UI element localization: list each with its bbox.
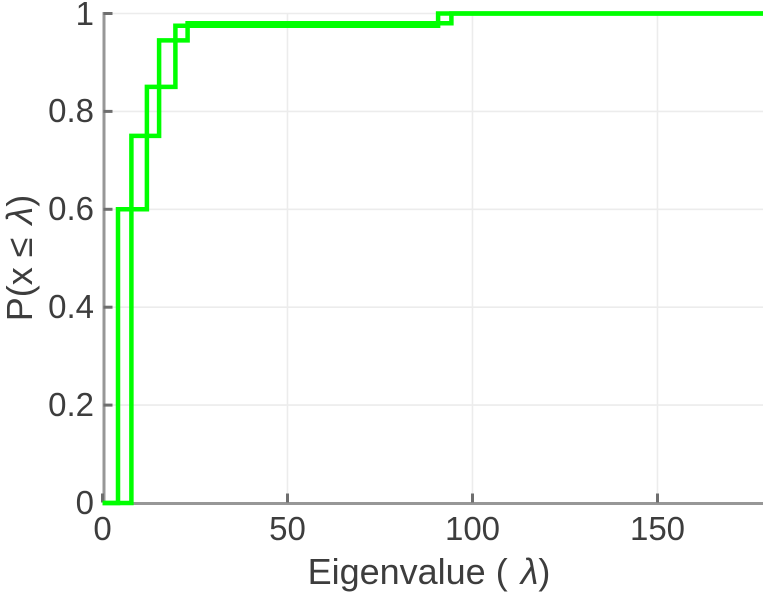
y-axis-label-text: P(x ≤ (0, 237, 40, 322)
x-axis-label-text: Eigenvalue ( (307, 551, 508, 592)
y-tick-label: 1 (75, 0, 94, 32)
lambda-symbol: λ (520, 551, 539, 592)
y-axis-label-close: ) (0, 194, 40, 207)
y-tick-label: 0.8 (48, 92, 94, 130)
y-axis-label: P(x ≤ λ) (0, 107, 41, 409)
lambda-symbol: λ (0, 206, 40, 225)
x-tick-label: 0 (93, 510, 112, 547)
gridlines (102, 12, 763, 503)
x-axis-label: Eigenvalue ( λ) (219, 551, 639, 593)
ecdf-step-curves (102, 11, 763, 506)
y-tick-label: 0.2 (48, 386, 94, 424)
ecdf-curve-2 (102, 11, 763, 506)
axes (102, 12, 763, 505)
ecdf-curve-1 (102, 11, 763, 506)
y-tick-label: 0.4 (48, 288, 94, 326)
x-tick-label: 150 (629, 510, 686, 547)
y-tick-label: 0.6 (48, 190, 94, 228)
x-tick-label: 100 (444, 510, 501, 547)
y-tick-label: 0 (75, 484, 94, 521)
tick-marks (101, 12, 659, 505)
x-axis-label-close: ) (538, 551, 551, 592)
x-tick-label: 50 (269, 510, 306, 547)
